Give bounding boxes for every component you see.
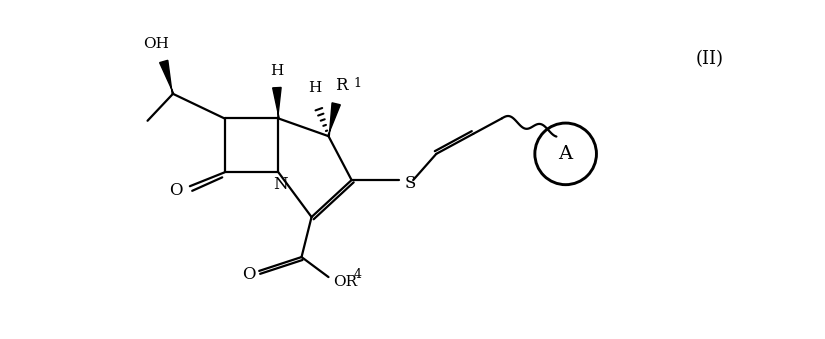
Text: (II): (II)	[695, 50, 724, 68]
Text: O: O	[242, 266, 255, 283]
Text: N: N	[273, 176, 287, 193]
Text: H: H	[271, 64, 284, 78]
Text: O: O	[169, 182, 183, 199]
Text: OR: OR	[333, 275, 357, 289]
Text: R: R	[335, 77, 347, 94]
Text: 1: 1	[353, 77, 361, 90]
Text: A: A	[559, 145, 573, 163]
Polygon shape	[159, 60, 174, 94]
Text: 4: 4	[353, 268, 361, 281]
Text: H: H	[308, 81, 321, 95]
Polygon shape	[328, 103, 340, 136]
Text: S: S	[405, 175, 416, 192]
Text: OH: OH	[143, 38, 169, 52]
Polygon shape	[273, 87, 281, 119]
